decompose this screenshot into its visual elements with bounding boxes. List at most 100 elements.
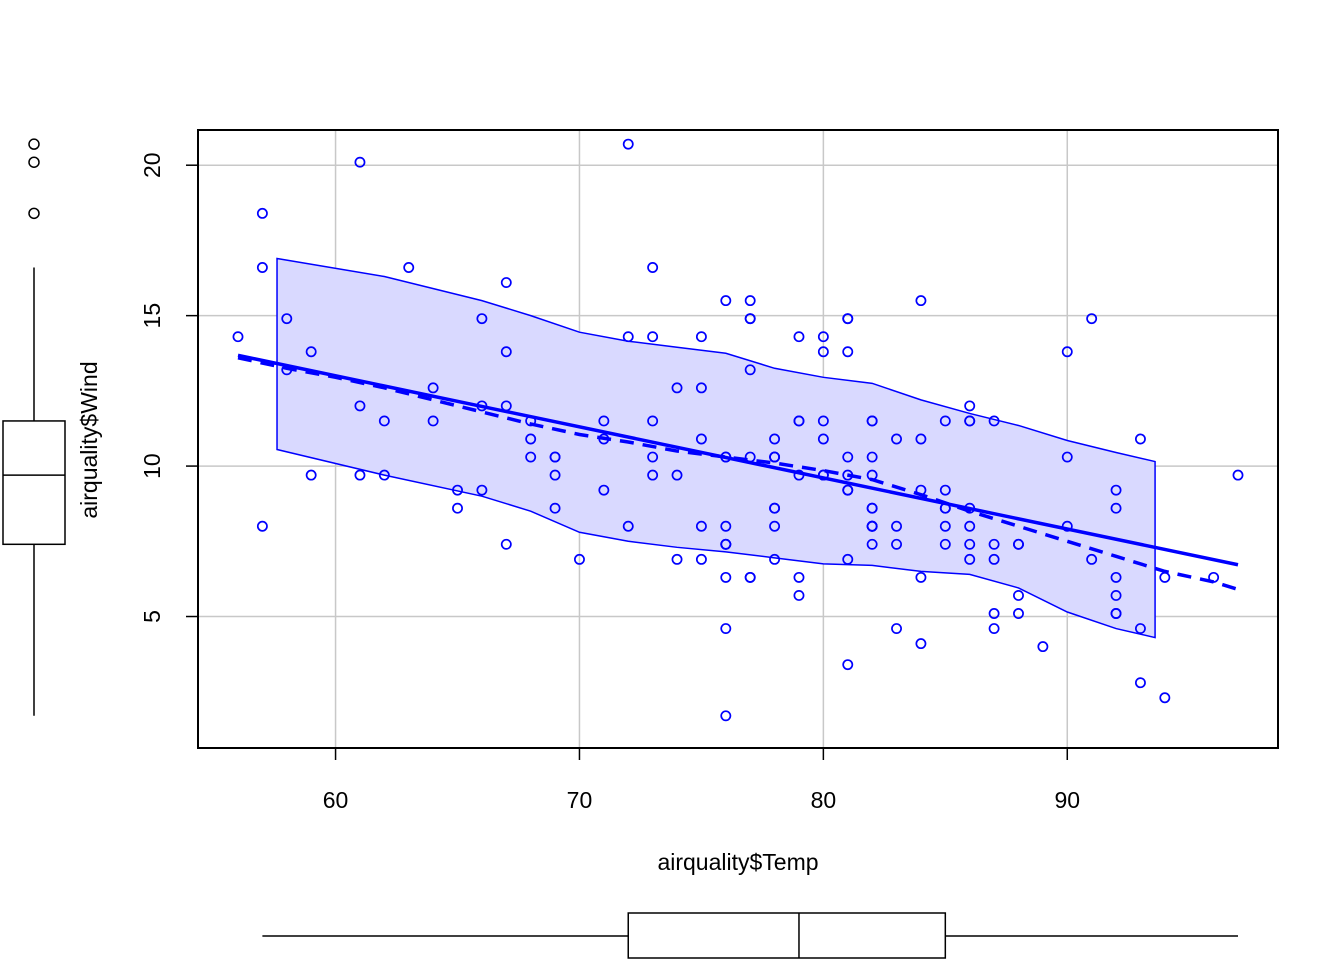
data-point — [793, 415, 805, 427]
y-boxplot-outlier — [28, 207, 40, 220]
data-point — [403, 262, 415, 273]
data-point — [671, 469, 683, 481]
data-point — [891, 520, 902, 532]
data-point — [720, 710, 732, 722]
data-point — [1013, 538, 1024, 550]
data-point — [720, 623, 732, 635]
data-point — [256, 207, 268, 219]
data-point — [744, 313, 756, 325]
data-point — [866, 415, 878, 427]
data-point — [915, 571, 927, 583]
x-tick-label: 90 — [1054, 787, 1080, 813]
data-point — [647, 262, 659, 273]
data-point — [842, 553, 854, 565]
data-point — [1110, 571, 1122, 583]
band-area — [276, 257, 1156, 639]
data-point — [793, 590, 805, 601]
data-point — [232, 331, 244, 343]
data-point — [988, 553, 1000, 565]
data-point — [744, 364, 756, 376]
data-point — [744, 295, 756, 307]
data-point — [622, 138, 634, 150]
data-point — [525, 433, 537, 445]
data-point — [891, 433, 902, 445]
data-point — [915, 638, 927, 650]
data-point — [939, 538, 951, 550]
data-point — [695, 433, 707, 445]
data-point — [500, 277, 512, 288]
y-axis: 5 10 15 20 — [139, 152, 198, 623]
y-axis-label: airquality$Wind — [76, 361, 102, 518]
data-points — [232, 138, 1244, 722]
data-point — [281, 313, 293, 325]
data-point — [964, 415, 976, 427]
y-tick-label: 5 — [139, 610, 165, 623]
y-boxplot-outlier — [28, 138, 40, 150]
data-point — [1037, 641, 1049, 653]
data-point — [427, 382, 439, 394]
data-point — [1086, 313, 1098, 325]
data-point — [549, 469, 561, 481]
data-point — [1110, 502, 1122, 514]
data-point — [842, 346, 854, 358]
data-point — [574, 553, 585, 565]
data-point — [744, 571, 756, 583]
data-point — [866, 502, 878, 514]
data-point — [1013, 608, 1024, 619]
data-point — [1086, 553, 1098, 565]
data-point — [842, 313, 854, 325]
data-point — [720, 295, 732, 307]
x-tick-label: 60 — [323, 787, 349, 813]
y-marginal-boxplot — [2, 138, 66, 716]
data-point — [1110, 590, 1122, 601]
data-point — [695, 520, 707, 532]
data-point — [964, 400, 976, 412]
data-point — [695, 382, 707, 394]
data-point — [891, 623, 902, 635]
data-point — [817, 346, 829, 358]
data-point — [720, 520, 732, 532]
data-point — [1232, 469, 1244, 481]
data-point — [622, 331, 634, 343]
x-axis: 60 70 80 90 — [323, 748, 1080, 813]
x-axis-label: airquality$Temp — [657, 849, 818, 875]
data-point — [769, 553, 781, 565]
data-point — [671, 382, 683, 394]
data-point — [964, 538, 976, 550]
data-point — [866, 538, 878, 550]
data-point — [476, 484, 488, 496]
data-point — [939, 484, 951, 496]
data-point — [354, 469, 366, 481]
plot-frame — [197, 129, 1279, 749]
data-point — [1061, 346, 1073, 358]
x-tick-label: 70 — [567, 787, 593, 813]
data-point — [695, 331, 707, 343]
data-point — [427, 415, 439, 427]
data-point — [769, 451, 781, 463]
data-point — [1159, 571, 1171, 583]
data-point — [256, 262, 268, 273]
x-marginal-boxplot — [262, 912, 1238, 959]
x-tick-label: 80 — [811, 787, 837, 813]
data-point — [305, 469, 317, 481]
data-point — [256, 520, 268, 532]
data-point — [378, 469, 390, 481]
fit-lines — [237, 353, 1239, 592]
data-point — [939, 520, 951, 532]
data-point — [647, 451, 659, 463]
data-point — [598, 415, 610, 427]
data-point — [915, 295, 927, 307]
data-point — [378, 415, 390, 427]
y-tick-label: 15 — [139, 303, 165, 329]
y-boxplot-outlier — [28, 156, 40, 168]
data-point — [939, 415, 951, 427]
data-point — [988, 415, 1000, 427]
data-point — [842, 484, 854, 496]
data-point — [305, 346, 317, 358]
data-point — [354, 156, 366, 168]
data-point — [964, 520, 976, 532]
data-point — [793, 571, 805, 583]
data-point — [549, 502, 561, 514]
data-point — [1159, 692, 1171, 704]
